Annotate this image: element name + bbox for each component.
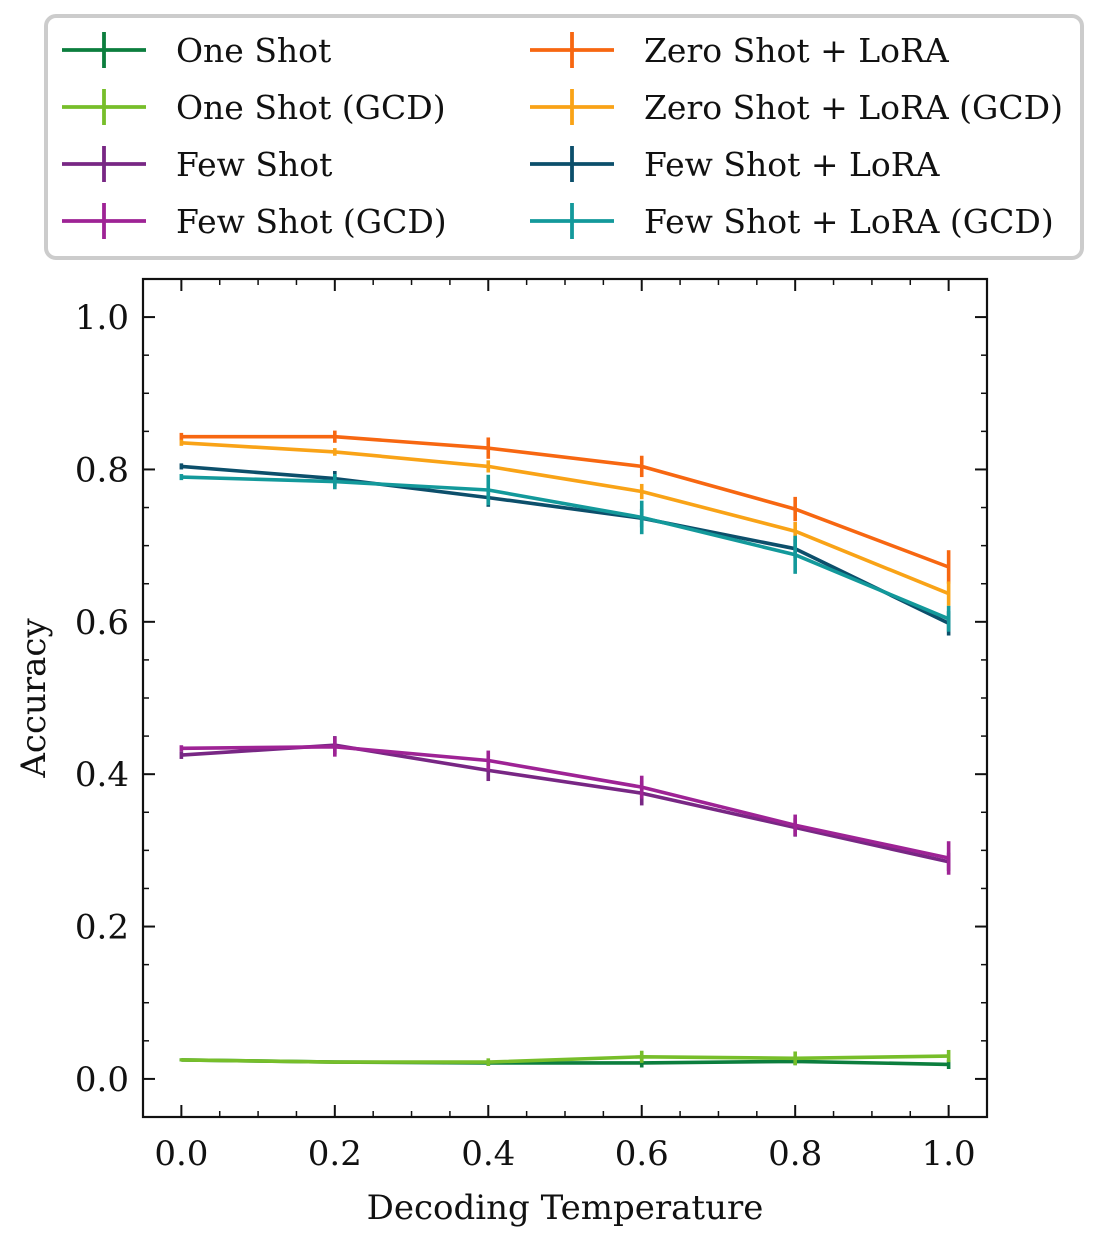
legend-entry: Zero Shot + LoRA <box>530 31 950 70</box>
legend-entry: One Shot <box>62 31 331 70</box>
y-tick-label: 0.8 <box>75 450 129 490</box>
x-tick-label: 0.0 <box>154 1134 208 1174</box>
y-tick-label: 1.0 <box>75 298 129 338</box>
x-tick-label: 1.0 <box>922 1134 976 1174</box>
legend-entry: Few Shot (GCD) <box>62 202 447 241</box>
x-tick-label: 0.8 <box>768 1134 822 1174</box>
legend-entry: Few Shot + LoRA <box>530 145 941 184</box>
series-line <box>181 441 950 596</box>
y-tick-label: 0.6 <box>75 603 129 643</box>
series-few-shot-lora-gcd <box>179 474 951 632</box>
y-tick-labels: 0.0 0.2 0.4 0.6 0.8 1.0 <box>75 298 129 1100</box>
legend: One Shot One Shot (GCD) Few Shot Few Shot (… <box>44 14 1084 260</box>
series-line <box>181 1054 949 1064</box>
legend-label: One Shot (GCD) <box>176 88 446 127</box>
series-one-shot-gcd <box>179 1049 951 1066</box>
series-line <box>181 475 950 621</box>
series-line <box>181 744 949 860</box>
series-zero-shot-lora <box>179 430 951 584</box>
x-tick-label: 0.4 <box>461 1134 515 1174</box>
plot-area <box>141 277 989 1119</box>
legend-entry: One Shot (GCD) <box>62 88 446 127</box>
legend-frame <box>44 14 1084 260</box>
legend-label: Few Shot + LoRA <box>644 145 941 184</box>
legend-label: Zero Shot + LoRA <box>644 31 950 70</box>
legend-entry: Few Shot + LoRA (GCD) <box>530 202 1054 241</box>
y-axis-label: Accuracy <box>14 618 54 779</box>
series-line <box>181 464 950 625</box>
series-layer <box>179 430 951 1070</box>
legend-entry: Zero Shot + LoRA (GCD) <box>530 88 1063 127</box>
legend-label: Few Shot <box>176 145 332 184</box>
legend-entry: Few Shot <box>62 145 332 184</box>
x-tick-labels: 0.0 0.2 0.4 0.6 0.8 1.0 <box>154 1134 975 1174</box>
x-axis-label: Decoding Temperature <box>367 1188 764 1228</box>
series-few-shot-gcd <box>179 736 951 875</box>
legend-label: One Shot <box>176 31 331 70</box>
legend-label: Few Shot + LoRA (GCD) <box>644 202 1054 241</box>
x-tick-label: 0.2 <box>308 1134 362 1174</box>
ticks-layer <box>143 279 987 1117</box>
legend-label: Zero Shot + LoRA (GCD) <box>644 88 1063 127</box>
series-line <box>181 434 950 569</box>
legend-label: Few Shot (GCD) <box>176 202 447 241</box>
y-tick-label: 0.2 <box>75 908 129 948</box>
x-tick-label: 0.6 <box>615 1134 669 1174</box>
y-tick-label: 0.0 <box>75 1060 129 1100</box>
y-tick-label: 0.4 <box>75 755 129 795</box>
